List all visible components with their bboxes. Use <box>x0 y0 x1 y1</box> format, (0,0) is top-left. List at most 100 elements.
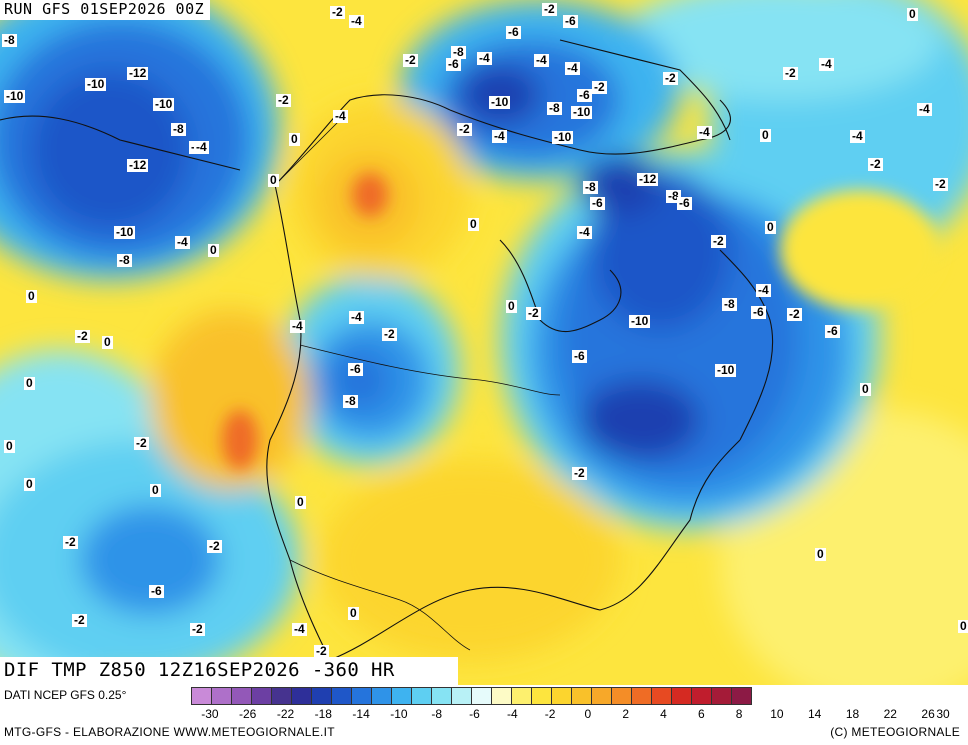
contour-label: 0 <box>26 289 37 303</box>
contour-label: -2 <box>314 644 329 658</box>
contour-label: -2 <box>783 66 798 80</box>
color-scale-tick-label: 14 <box>808 707 822 721</box>
contour-label: 0 <box>268 173 279 187</box>
contour-label: -4 <box>292 622 307 636</box>
contour-label: -8 <box>722 297 737 311</box>
color-swatch <box>291 687 312 705</box>
contour-label: -6 <box>577 88 592 102</box>
contour-label: 0 <box>468 217 479 231</box>
color-scale-tick-label: 6 <box>697 707 705 721</box>
contour-label: -6 <box>563 14 578 28</box>
contour-label: -8 <box>117 253 132 267</box>
contour-label: -10 <box>114 225 136 239</box>
color-scale-tick-label: 30 <box>936 707 950 721</box>
color-swatch <box>531 687 552 705</box>
color-scale-tick-label: 10 <box>770 707 784 721</box>
contour-label: -6 <box>825 324 840 338</box>
contour-label: 0 <box>907 7 918 21</box>
color-scale-tick-label: 4 <box>660 707 667 721</box>
legend-footer: DATI NCEP GFS 0.25° -30 -26 -22 -18 -14 -10 -8… <box>0 685 968 745</box>
contour-label: -2 <box>134 436 149 450</box>
color-swatch <box>191 687 212 705</box>
contour-label: -8 <box>343 394 358 408</box>
color-swatch <box>331 687 352 705</box>
contour-label: 0 <box>24 477 35 491</box>
political-borders <box>274 114 561 651</box>
contour-label: -10 <box>85 77 107 91</box>
color-swatch <box>311 687 332 705</box>
contour-label: -2 <box>75 329 90 343</box>
contour-label: -4 <box>756 283 771 297</box>
color-swatch <box>731 687 752 705</box>
contour-label: -4 <box>577 225 592 239</box>
color-swatch <box>651 687 672 705</box>
contour-label: -4 <box>819 57 834 71</box>
color-swatch <box>391 687 412 705</box>
color-swatch <box>671 687 692 705</box>
color-scale-tick-label: -14 <box>352 707 370 721</box>
contour-label: 0 <box>24 376 35 390</box>
contour-label: -2 <box>663 71 678 85</box>
contour-label: -8 <box>2 33 17 47</box>
color-swatch <box>431 687 452 705</box>
contour-label: -2 <box>787 307 802 321</box>
color-swatch <box>251 687 272 705</box>
contour-label: -4 <box>349 14 364 28</box>
contour-label: -2 <box>276 93 291 107</box>
contour-label: -10 <box>715 363 737 377</box>
color-swatch <box>271 687 292 705</box>
color-scale-tick-label: 8 <box>735 707 743 721</box>
contour-label: 0 <box>289 132 300 146</box>
contour-label: -4 <box>477 51 492 65</box>
color-scale-tick-label: -4 <box>506 707 518 721</box>
contour-label: -8 <box>547 101 562 115</box>
contour-label: -12 <box>637 172 659 186</box>
contour-label: 0 <box>765 220 776 234</box>
contour-label: -2 <box>526 306 541 320</box>
color-scale-tick-label: -10 <box>390 707 408 721</box>
contour-label: -4 <box>333 109 348 123</box>
contour-label: 0 <box>102 335 113 349</box>
contour-label: -2 <box>868 157 883 171</box>
color-scale-tick-label: -8 <box>431 707 443 721</box>
contour-label: 0 <box>506 299 517 313</box>
contour-label: 0 <box>150 483 161 497</box>
contour-label: 0 <box>4 439 15 453</box>
contour-label: -10 <box>153 97 175 111</box>
contour-label: -6 <box>506 25 521 39</box>
color-swatch <box>691 687 712 705</box>
anomaly-field-blobs <box>0 0 968 685</box>
contour-label: -10 <box>489 95 511 109</box>
contour-label: -4 <box>850 129 865 143</box>
color-scale-tick-label: -22 <box>276 707 295 721</box>
contour-label: -6 <box>348 362 363 376</box>
contour-label: -8 <box>171 122 186 136</box>
field-label: DIF TMP Z850 12Z16SEP2026 -360 HR <box>0 657 458 685</box>
data-source: DATI NCEP GFS 0.25° <box>4 688 127 702</box>
color-swatch <box>551 687 572 705</box>
color-swatch <box>471 687 492 705</box>
contour-label: -6 <box>590 196 605 210</box>
contour-label: -2 <box>330 5 345 19</box>
color-swatch <box>371 687 392 705</box>
contour-label: 0 <box>295 495 306 509</box>
contour-label: -4 <box>194 140 209 154</box>
contour-label: -2 <box>572 466 587 480</box>
contour-label: 0 <box>958 619 968 633</box>
contour-label: -10 <box>571 105 593 119</box>
color-scale-ticks: -30 -26 -22 -18 -14 -10 -8 -6 -4 -2 0 2 4 6 8 10 14 18 22 2… <box>191 707 968 721</box>
color-swatch <box>231 687 252 705</box>
contour-label: -2 <box>382 327 397 341</box>
color-swatch <box>591 687 612 705</box>
contour-label: -6 <box>149 584 164 598</box>
color-swatch <box>571 687 592 705</box>
contour-label: -6 <box>677 196 692 210</box>
contour-label: -4 <box>697 125 712 139</box>
coastlines <box>0 39 774 661</box>
contour-label: -2 <box>592 80 607 94</box>
contour-label: -8 <box>451 45 466 59</box>
contour-label: -10 <box>629 314 651 328</box>
contour-label: -2 <box>207 539 222 553</box>
contour-label: -6 <box>572 349 587 363</box>
color-swatch <box>211 687 232 705</box>
